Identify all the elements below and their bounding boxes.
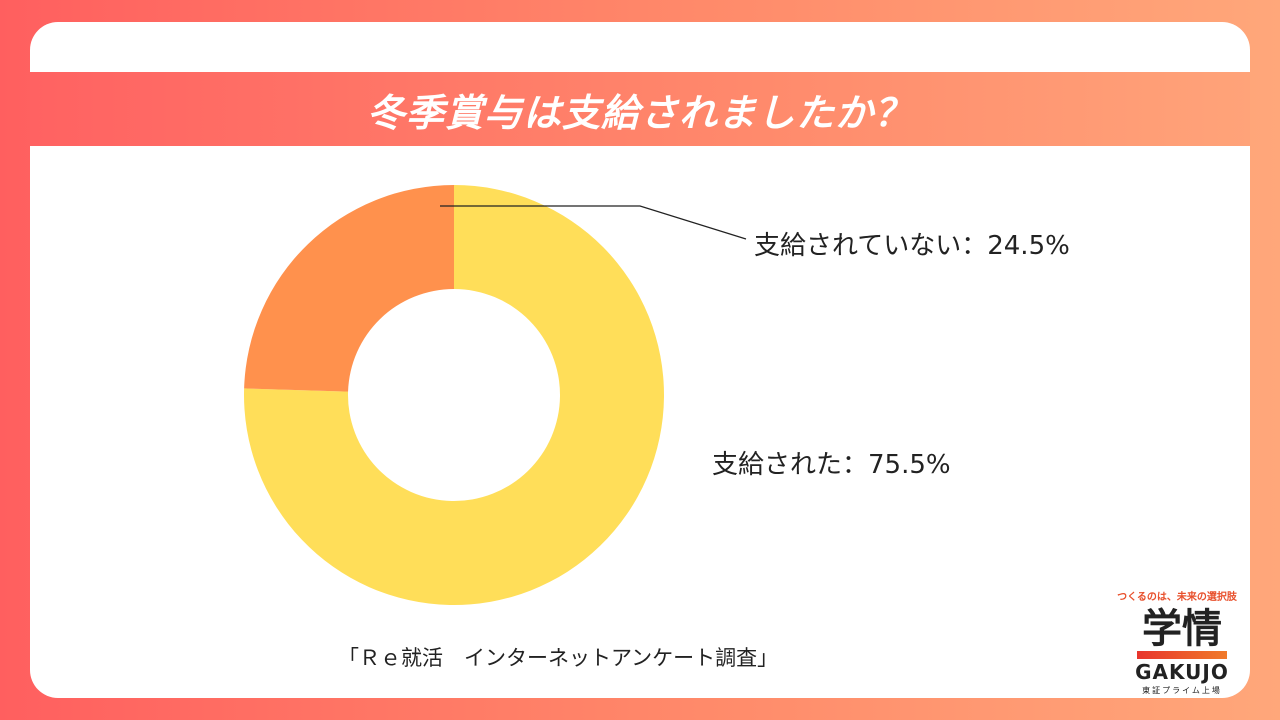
slice-label-not-paid: 支給されていない：24.5%: [754, 231, 1070, 261]
logo-kanji: 学情: [1142, 606, 1222, 652]
logo-tagline: つくるのは、未来の選択肢: [1117, 592, 1237, 603]
donut-chart: [244, 185, 747, 605]
source-note: 「Ｒｅ就活 インターネットアンケート調査」: [338, 646, 779, 670]
chart-title: 冬季賞与は支給されましたか？: [366, 90, 913, 135]
logo-listed: 東証プライム上場: [1142, 686, 1222, 695]
gakujo-logo: つくるのは、未来の選択肢 学情 GAKUJO 東証プライム上場: [1112, 588, 1250, 698]
logo-bar: [1137, 651, 1227, 659]
donut-slice-not-paid: [244, 185, 454, 392]
logo-roman: GAKUJO: [1135, 660, 1229, 684]
leader-line-not-paid: [440, 205, 747, 240]
slice-label-paid: 支給された：75.5%: [712, 450, 951, 480]
donut-slice-paid: [244, 185, 664, 605]
title-band: 冬季賞与は支給されましたか？: [30, 72, 1250, 146]
chart-card: 冬季賞与は支給されましたか？ 支給されていない：24.5% 支給された：75.5…: [30, 22, 1250, 698]
